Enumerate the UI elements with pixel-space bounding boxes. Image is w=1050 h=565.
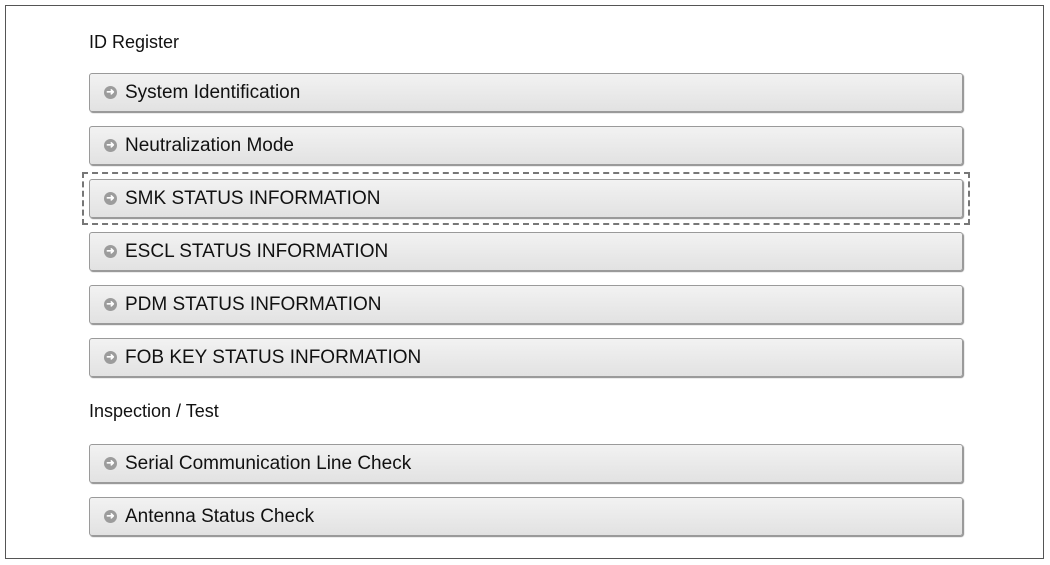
- menu-item-label: System Identification: [125, 81, 301, 103]
- menu-item-label: Neutralization Mode: [125, 134, 294, 156]
- menu-item-label: PDM STATUS INFORMATION: [125, 293, 382, 315]
- arrow-right-circle-icon: ➜: [104, 86, 117, 99]
- section-heading-inspection-test: Inspection / Test: [89, 401, 219, 421]
- menu-item-label: FOB KEY STATUS INFORMATION: [125, 346, 422, 368]
- menu-item-neutralization-mode[interactable]: ➜ Neutralization Mode: [89, 126, 963, 165]
- menu-item-label: SMK STATUS INFORMATION: [125, 187, 381, 209]
- menu-item-label: ESCL STATUS INFORMATION: [125, 240, 389, 262]
- section-heading-id-register: ID Register: [89, 32, 180, 52]
- arrow-right-circle-icon: ➜: [104, 245, 117, 258]
- menu-item-label: Antenna Status Check: [125, 505, 315, 527]
- menu-item-escl-status-information[interactable]: ➜ ESCL STATUS INFORMATION: [89, 232, 963, 271]
- menu-item-fob-key-status-information[interactable]: ➜ FOB KEY STATUS INFORMATION: [89, 338, 963, 377]
- menu-item-pdm-status-information[interactable]: ➜ PDM STATUS INFORMATION: [89, 285, 963, 324]
- highlight-box: [82, 172, 970, 225]
- arrow-right-circle-icon: ➜: [104, 192, 117, 205]
- arrow-right-circle-icon: ➜: [104, 139, 117, 152]
- arrow-right-circle-icon: ➜: [104, 510, 117, 523]
- menu-item-label: Serial Communication Line Check: [125, 452, 412, 474]
- menu-item-serial-communication-line-check[interactable]: ➜ Serial Communication Line Check: [89, 444, 963, 483]
- menu-item-antenna-status-check[interactable]: ➜ Antenna Status Check: [89, 497, 963, 536]
- arrow-right-circle-icon: ➜: [104, 351, 117, 364]
- panel-frame: [5, 5, 1044, 559]
- menu-item-system-identification[interactable]: ➜ System Identification: [89, 73, 963, 112]
- arrow-right-circle-icon: ➜: [104, 457, 117, 470]
- arrow-right-circle-icon: ➜: [104, 298, 117, 311]
- menu-item-smk-status-information[interactable]: ➜ SMK STATUS INFORMATION: [89, 179, 963, 218]
